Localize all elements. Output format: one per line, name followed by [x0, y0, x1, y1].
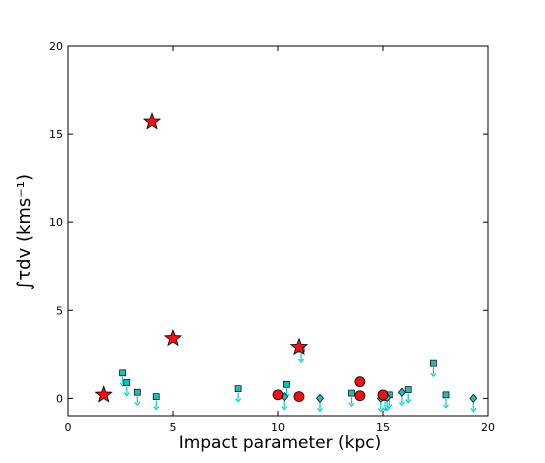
circle-point — [354, 390, 366, 402]
square-point — [234, 385, 242, 403]
star-point — [94, 385, 113, 403]
diamond-point — [397, 387, 406, 407]
y-tick-label: 0 — [56, 392, 63, 405]
x-axis-label: Impact parameter (kpc) — [179, 433, 382, 453]
diamond-point — [469, 393, 478, 413]
square-point — [348, 389, 355, 408]
square-point — [442, 391, 450, 409]
y-tick-label: 10 — [49, 216, 63, 229]
x-tick-label: 20 — [481, 421, 495, 434]
circle-point — [293, 391, 305, 403]
y-tick-label: 5 — [56, 304, 63, 317]
x-tick-label: 5 — [170, 421, 177, 434]
circle-point — [354, 376, 366, 388]
x-tick-label: 10 — [271, 421, 285, 434]
star-point — [142, 112, 162, 130]
circle-point — [272, 389, 284, 401]
square-point — [123, 379, 131, 397]
x-tick-label: 15 — [376, 421, 390, 434]
square-point — [133, 388, 141, 407]
star-point — [289, 337, 309, 356]
diamond-point — [316, 393, 324, 413]
y-tick-label: 15 — [49, 128, 63, 141]
square-point — [430, 359, 437, 378]
axis-ticks: 0 5 10 15 20 0 5 10 15 20 — [49, 40, 495, 434]
circle-point — [377, 389, 389, 401]
square-point — [152, 393, 160, 411]
square-point — [404, 386, 412, 404]
plot-frame — [67, 45, 489, 417]
y-tick-label: 20 — [49, 40, 63, 53]
x-tick-label: 0 — [65, 421, 72, 434]
y-axis-label: ∫τdv (kms⁻¹) — [14, 174, 35, 290]
data-marks — [94, 112, 478, 413]
star-point — [163, 328, 183, 347]
